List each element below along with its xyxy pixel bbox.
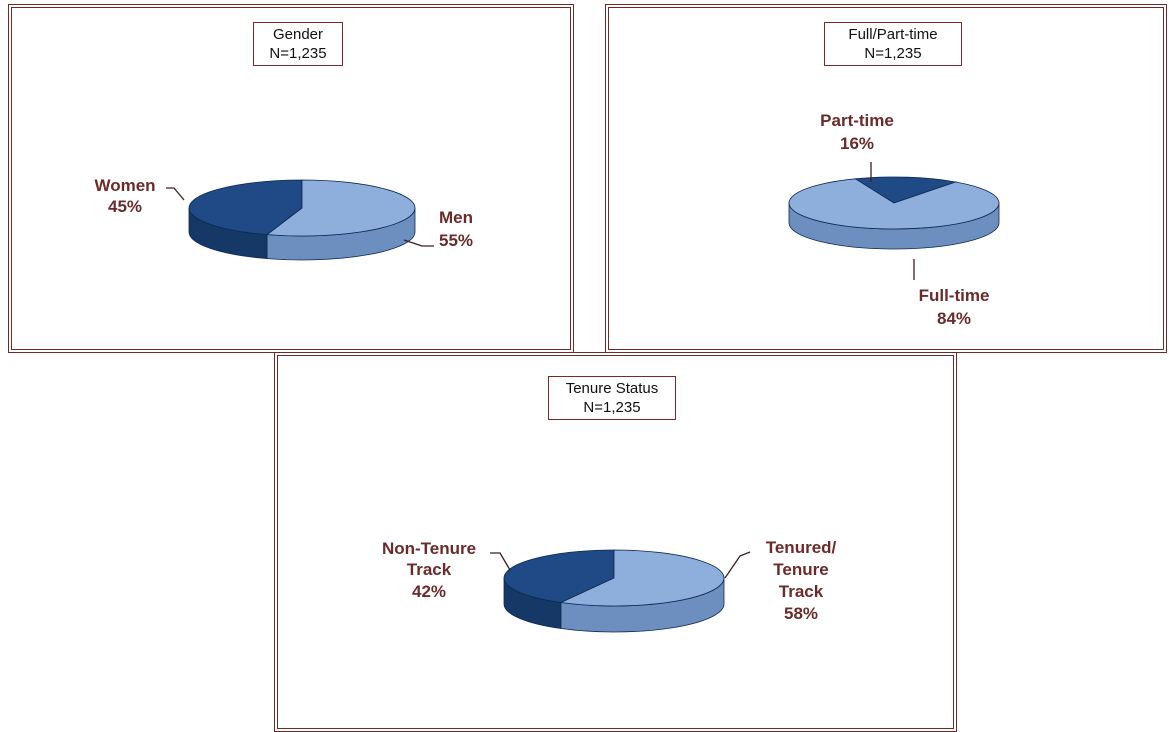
fulltime-chart-panel: Full/Part-time N=1,235 Part-time 16% Ful…: [605, 4, 1167, 353]
gender-chart-title: Gender: [272, 26, 324, 43]
tenure-value-nontenure: 42%: [412, 582, 446, 601]
gender-pie-body: [188, 179, 416, 261]
gender-value-women: 45%: [108, 197, 142, 216]
tenure-label-tenured-line1: Tenured/: [766, 538, 837, 557]
gender-label-men: Men: [439, 208, 473, 227]
tenure-label-tenured-line2: Tenure: [773, 560, 828, 579]
fulltime-chart-title: Full/Part-time: [848, 26, 938, 43]
gender-pie-slice-women: [188, 179, 303, 236]
fulltime-pie-chart: Part-time 16% Full-time 84%: [788, 111, 1000, 328]
fulltime-chart-subtitle: N=1,235: [864, 45, 922, 62]
tenure-label-nontenure-line2: Track: [407, 560, 452, 579]
gender-pie-chart: Women 45% Men 55%: [94, 176, 473, 261]
gender-chart-panel: Gender N=1,235 Women 45% Men 55%: [8, 4, 574, 353]
tenure-pie-slice-tenured: [559, 549, 725, 607]
tenure-leader-nontenure: [490, 552, 511, 571]
fulltime-pie-slice-parttime: [854, 176, 958, 204]
fulltime-value-parttime: 16%: [840, 134, 874, 153]
gender-chart-subtitle: N=1,235: [269, 45, 327, 62]
fulltime-label-parttime: Part-time: [820, 111, 894, 130]
fulltime-label-fulltime: Full-time: [919, 286, 990, 305]
gender-leader-women: [166, 187, 185, 201]
tenure-chart-title-box: Tenure Status N=1,235: [548, 376, 676, 420]
tenure-leader-tenured: [724, 551, 751, 579]
gender-value-men: 55%: [439, 231, 473, 250]
tenure-chart-panel: Tenure Status N=1,235 Non-Tenure Track 4…: [274, 352, 957, 732]
tenure-pie-chart: Non-Tenure Track 42% Tenured/ Tenure Tra…: [382, 538, 837, 633]
tenure-pie-slice-nontenure: [503, 549, 615, 603]
fulltime-pie-body: [788, 176, 1000, 250]
tenure-label-nontenure-line1: Non-Tenure: [382, 539, 476, 558]
gender-chart-title-box: Gender N=1,235: [253, 22, 343, 66]
gender-label-women: Women: [94, 176, 155, 195]
fulltime-value-fulltime: 84%: [937, 309, 971, 328]
tenure-pie-body: [503, 549, 725, 633]
fulltime-chart-title-box: Full/Part-time N=1,235: [824, 22, 962, 66]
tenure-label-tenured-line3: Track: [779, 582, 824, 601]
gender-pie-slice-men: [266, 179, 416, 237]
gender-leader-men: [403, 239, 434, 247]
tenure-chart-subtitle: N=1,235: [583, 399, 641, 416]
tenure-chart-title: Tenure Status: [565, 380, 659, 397]
tenure-value-tenured: 58%: [784, 604, 818, 623]
fulltime-pie-slice-fulltime: [788, 178, 1000, 230]
